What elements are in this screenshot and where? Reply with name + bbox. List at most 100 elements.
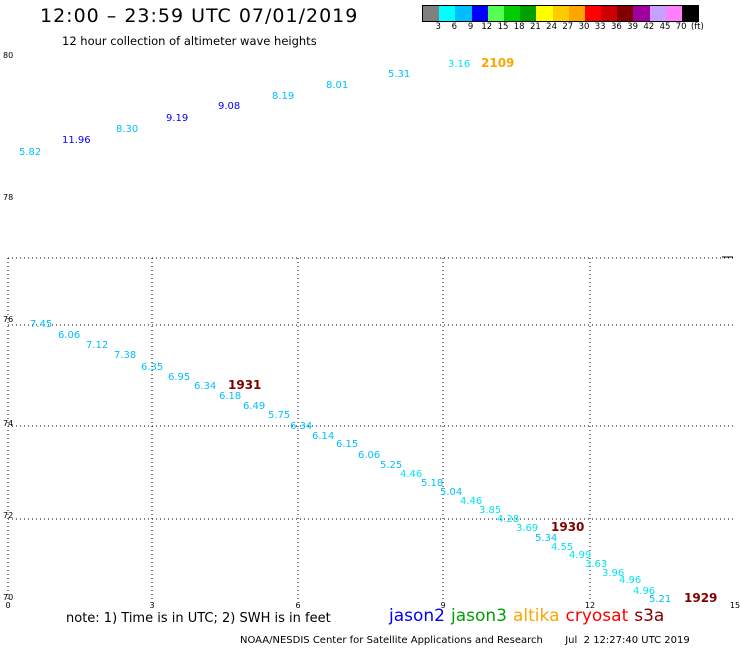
wave-height-value: 6.18: [219, 391, 241, 402]
colorbar-swatch: [423, 6, 440, 21]
colorbar-label: 21: [529, 22, 541, 32]
colorbar-label: 6: [451, 22, 458, 32]
wave-height-value: 4.99: [569, 550, 591, 561]
credit-text: NOAA/NESDIS Center for Satellite Applica…: [240, 635, 543, 646]
wave-height-value: 5.75: [268, 410, 290, 421]
pass-track: 4.554.993.633.964.964.965.21 1929: [551, 542, 717, 605]
footer-note: note: 1) Time is in UTC; 2) SWH is in fe…: [66, 611, 331, 626]
wave-height-value: 6.15: [336, 439, 358, 450]
wave-height-value: 3.96: [602, 568, 624, 579]
wave-height-value: 8.19: [272, 91, 294, 102]
colorbar-swatch: [503, 6, 521, 21]
wave-height-value: 6.34: [290, 421, 312, 432]
colorbar-swatch: [649, 6, 666, 21]
colorbar-swatch: [520, 6, 537, 21]
satellite-name: altika: [513, 606, 560, 626]
colorbar-swatch: [471, 6, 488, 21]
colorbar-swatch: [487, 6, 504, 21]
satellite-name: jason3: [451, 606, 507, 626]
wave-height-value: 9.08: [218, 101, 240, 112]
colorbar-swatch: [568, 6, 585, 21]
colorbar-swatch: [633, 6, 650, 21]
colorbar-label: 15: [497, 22, 509, 32]
colorbar-label: 45: [659, 22, 671, 32]
wave-height-value: 5.04: [440, 487, 462, 498]
wave-height-value: 6.06: [358, 450, 380, 461]
wave-height-value: 4.96: [633, 586, 655, 597]
map-subtitle: 12 hour collection of altimeter wave hei…: [62, 34, 317, 48]
colorbar-swatch: [601, 6, 618, 21]
colorbar-swatch: [536, 6, 553, 21]
wave-height-value: 6.14: [312, 431, 334, 442]
pass-time-label: 1929: [684, 591, 717, 605]
wave-height-value: 8.01: [326, 80, 348, 91]
pass-time-label: 2109: [481, 56, 514, 70]
wave-height-value: 4.28: [497, 514, 519, 525]
latitude-label: 72: [3, 511, 13, 520]
map-title: 12:00 – 23:59 UTC 07/01/2019: [40, 5, 359, 27]
wave-height-value: 6.34: [194, 381, 216, 392]
wave-height-value: 3.63: [585, 559, 607, 570]
wave-height-value: 6.49: [243, 401, 265, 412]
map-gridlines: [7, 256, 733, 600]
colorbar-labels: 3 6 9 12 15 18 21 24 27 30 33 36 39 42 45 70 (ft): [422, 22, 740, 34]
wave-height-value: 4.46: [400, 469, 422, 480]
wave-height-value: 5.21: [649, 594, 671, 605]
satellite-name: s3a: [634, 606, 665, 626]
colorbar-label: 39: [627, 22, 639, 32]
wave-height-value: 6.35: [141, 362, 163, 373]
latitude-labels: 80 78 76 74 72 70: [3, 51, 13, 602]
longitude-label: 6: [295, 601, 300, 610]
wave-height-value: 5.82: [19, 147, 41, 158]
satellite-tracks: 5.82 11.96 8.30 9.19 9.08 8.19 8.01 5.31 3.16 210…: [19, 56, 717, 605]
colorbar-swatch: [584, 6, 602, 21]
colorbar-label: 42: [643, 22, 655, 32]
credit-line: NOAA/NESDIS Center for Satellite Applica…: [240, 635, 690, 646]
colorbar-label: 12: [481, 22, 493, 32]
wave-height-value: 5.18: [421, 478, 443, 489]
colorbar-swatch: [552, 6, 569, 21]
wave-height-value: 5.25: [380, 460, 402, 471]
wave-height-value: 3.69: [516, 523, 538, 534]
wave-height-colorbar: [422, 5, 700, 22]
pass-track: 5.82 11.96 8.30 9.19 9.08 8.19 8.01 5.31 3.16 210…: [19, 56, 514, 158]
colorbar-label: 30: [578, 22, 590, 32]
wave-height-value: 6.06: [58, 330, 80, 341]
wave-height-value: 9.19: [166, 113, 188, 124]
colorbar-swatch: [455, 6, 472, 21]
longitude-label: 15: [730, 601, 740, 610]
pass-time-label: 1930: [551, 520, 584, 534]
wave-height-value: 7.12: [86, 340, 108, 351]
latitude-label: 78: [3, 193, 13, 202]
colorbar-label: (ft): [690, 22, 704, 32]
wave-height-value: 6.95: [168, 372, 190, 383]
generated-timestamp: Jul 2 12:27:40 UTC 2019: [565, 635, 690, 646]
wave-height-value: 5.31: [388, 69, 410, 80]
latitude-label: 80: [3, 51, 13, 60]
wave-height-value: 3.16: [448, 59, 470, 70]
latitude-label: 74: [3, 419, 13, 428]
satellite-legend: jason2 jason3 altika cryosat s3a: [389, 606, 670, 626]
latitude-label: 70: [3, 593, 13, 602]
longitude-label: 0: [5, 601, 10, 610]
colorbar-label: 3: [435, 22, 441, 32]
wave-height-value: 4.55: [551, 542, 573, 553]
wave-height-value: 7.45: [30, 319, 52, 330]
colorbar-label: 24: [546, 22, 558, 32]
satellite-name: jason2: [389, 606, 445, 626]
longitude-label: 12: [585, 601, 595, 610]
wave-height-value: 4.96: [619, 575, 641, 586]
colorbar-swatch: [617, 6, 634, 21]
longitude-label: 3: [149, 601, 154, 610]
wave-height-value: 3.85: [479, 505, 501, 516]
colorbar-swatch: [665, 6, 682, 21]
longitude-label: 9: [440, 601, 445, 610]
pass-track: 7.45 6.06 7.12 7.38 6.35 6.95 6.346.186.495.75…: [30, 319, 290, 421]
pass-time-label: 1931: [228, 378, 261, 392]
latitude-label: 76: [3, 315, 13, 324]
colorbar-swatch: [439, 6, 456, 21]
wave-height-value: 11.96: [62, 135, 91, 146]
colorbar-label: 27: [562, 22, 574, 32]
wave-height-value: 5.34: [535, 533, 557, 544]
